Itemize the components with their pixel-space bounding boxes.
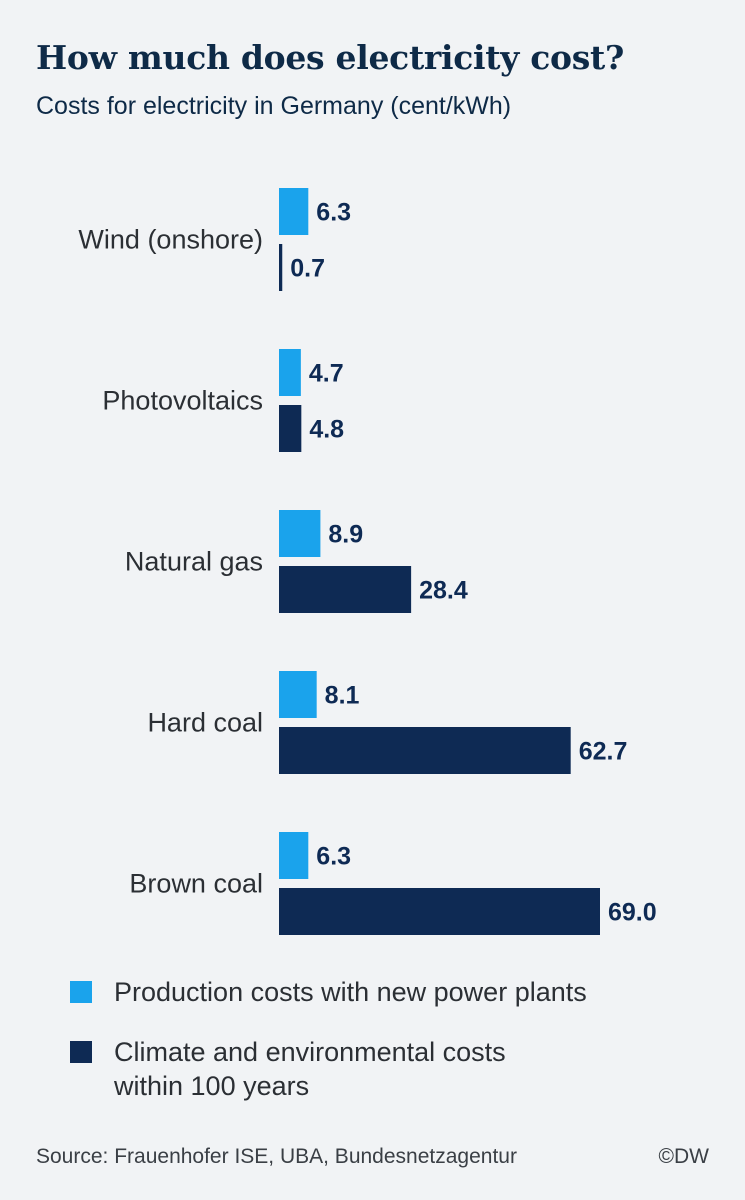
bar-production bbox=[279, 188, 309, 235]
value-label-climate: 62.7 bbox=[579, 738, 628, 766]
value-label-production: 4.7 bbox=[309, 360, 344, 388]
chart-subtitle: Costs for electricity in Germany (cent/k… bbox=[36, 92, 512, 120]
legend-label-line: within 100 years bbox=[114, 1071, 310, 1101]
value-label-climate: 69.0 bbox=[608, 899, 657, 927]
value-label-production: 8.1 bbox=[325, 682, 360, 710]
legend-label-production: Production costs with new power plants bbox=[114, 975, 587, 1009]
bar-climate bbox=[279, 566, 412, 613]
value-label-climate: 0.7 bbox=[290, 255, 325, 283]
legend-label-line: Production costs with new power plants bbox=[114, 977, 587, 1007]
category-label: Wind (onshore) bbox=[78, 225, 263, 255]
bar-climate bbox=[279, 405, 302, 452]
source-note: Source: Frauenhofer ISE, UBA, Bundesnetz… bbox=[36, 1145, 517, 1168]
value-label-climate: 4.8 bbox=[309, 416, 344, 444]
bar-production bbox=[279, 349, 301, 396]
category-label: Hard coal bbox=[147, 708, 263, 738]
category-label: Natural gas bbox=[125, 547, 263, 577]
value-label-climate: 28.4 bbox=[419, 577, 468, 605]
credit-logo: ©DW bbox=[658, 1145, 709, 1168]
legend-swatch-climate bbox=[70, 1041, 92, 1063]
bar-climate bbox=[279, 244, 283, 291]
value-label-production: 8.9 bbox=[328, 521, 363, 549]
category-label: Brown coal bbox=[129, 869, 263, 899]
bar-climate bbox=[279, 888, 600, 935]
legend-label-line: Climate and environmental costs bbox=[114, 1037, 506, 1067]
bar-production bbox=[279, 832, 309, 879]
category-label: Photovoltaics bbox=[102, 386, 263, 416]
bar-climate bbox=[279, 727, 571, 774]
value-label-production: 6.3 bbox=[316, 199, 351, 227]
bar-production bbox=[279, 671, 317, 718]
bar-production bbox=[279, 510, 321, 557]
legend-label-climate: Climate and environmental costs within 1… bbox=[114, 1035, 506, 1103]
value-label-production: 6.3 bbox=[316, 843, 351, 871]
bar-chart: Wind (onshore) 6.3 0.7 Photovoltaics 4.7 4.8 N… bbox=[78, 188, 657, 935]
chart-title: How much does electricity cost? bbox=[36, 38, 625, 77]
legend-swatch-production bbox=[70, 981, 92, 1003]
